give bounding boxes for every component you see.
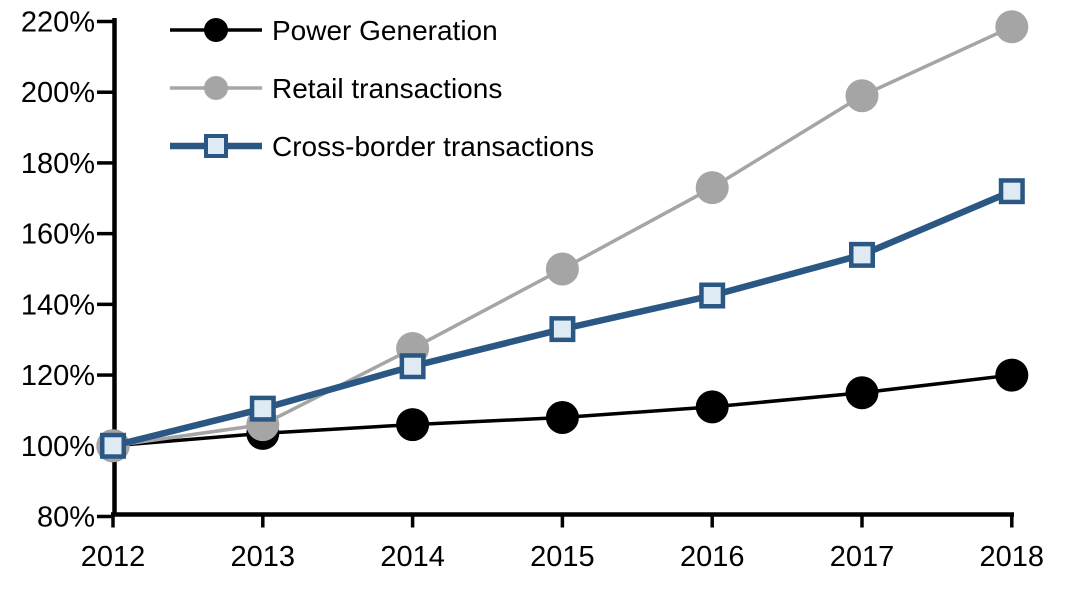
y-axis-tick-label: 140%	[21, 289, 95, 321]
data-point-cross-border-transactions	[699, 282, 726, 309]
data-point-cross-border-transactions	[249, 395, 276, 422]
data-point-retail-transactions	[995, 10, 1029, 44]
data-point-cross-border-transactions	[849, 241, 875, 268]
legend-item-power-generation: Power Generation	[170, 15, 498, 46]
legend-item-cross-border-transactions: Cross-border transactions	[170, 131, 594, 162]
y-axis-tick-label: 160%	[21, 219, 95, 251]
data-point-retail-transactions	[845, 79, 879, 113]
legend-item-retail-transactions: Retail transactions	[170, 73, 502, 104]
data-point-cross-border-transactions	[399, 353, 426, 380]
legend-label-power-generation: Power Generation	[272, 15, 498, 46]
data-point-retail-transactions	[545, 252, 579, 286]
data-point-power-generation	[695, 390, 729, 424]
data-point-retail-transactions	[695, 171, 729, 205]
x-axis-tick-label: 2018	[980, 541, 1045, 573]
y-axis-tick-label: 220%	[21, 7, 95, 39]
y-axis-tick-label: 180%	[21, 148, 95, 180]
y-axis-tick-label: 200%	[21, 77, 95, 109]
data-point-cross-border-transactions	[549, 316, 576, 343]
x-axis-tick-label: 2016	[680, 541, 745, 573]
legend-marker-icon-retail-transactions	[204, 76, 228, 100]
x-axis-tick-label: 2013	[231, 541, 296, 573]
data-point-power-generation	[396, 408, 430, 442]
x-axis-tick-label: 2017	[830, 541, 895, 573]
data-point-power-generation	[845, 376, 879, 410]
legend-label-cross-border-transactions: Cross-border transactions	[272, 131, 594, 162]
data-point-cross-border-transactions	[998, 178, 1025, 205]
data-point-cross-border-transactions	[100, 432, 126, 459]
x-axis-tick-label: 2012	[81, 541, 146, 573]
data-point-power-generation	[995, 358, 1029, 392]
y-axis-tick-label: 120%	[21, 360, 95, 392]
legend-marker-icon-cross-border-transactions	[204, 134, 228, 158]
legend-label-retail-transactions: Retail transactions	[272, 73, 502, 104]
data-point-power-generation	[545, 400, 579, 434]
x-axis-tick-label: 2015	[530, 541, 595, 573]
y-axis-tick-label: 100%	[21, 431, 95, 463]
y-axis-tick-label: 80%	[37, 501, 95, 533]
x-axis-tick-label: 2014	[380, 541, 445, 573]
legend-marker-icon-power-generation	[204, 18, 228, 42]
